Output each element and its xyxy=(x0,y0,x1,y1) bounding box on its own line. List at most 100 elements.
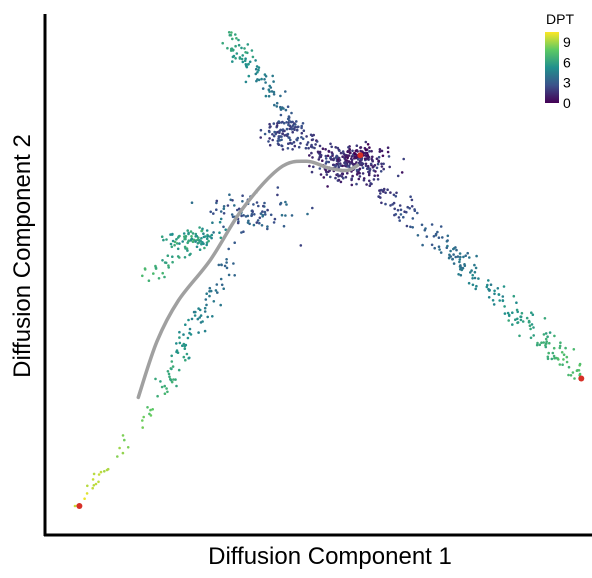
data-point xyxy=(361,166,365,169)
data-point xyxy=(306,141,310,144)
data-point xyxy=(211,315,214,318)
data-point xyxy=(205,237,209,240)
data-point xyxy=(165,387,168,390)
data-point xyxy=(562,358,565,361)
data-point xyxy=(255,221,259,224)
data-point xyxy=(334,146,338,149)
data-point xyxy=(350,158,354,162)
data-point xyxy=(291,130,295,134)
data-point xyxy=(192,310,196,314)
data-point xyxy=(157,277,161,280)
data-point xyxy=(201,227,204,231)
data-point xyxy=(425,235,429,238)
data-point xyxy=(259,136,263,139)
data-point xyxy=(364,148,368,151)
data-point xyxy=(182,333,185,336)
data-point xyxy=(198,241,201,244)
data-point xyxy=(313,146,316,150)
data-point xyxy=(205,241,209,244)
data-point xyxy=(142,415,145,419)
data-point xyxy=(396,208,400,212)
data-point xyxy=(175,384,178,388)
data-point xyxy=(258,216,262,220)
data-point xyxy=(227,247,230,251)
data-point xyxy=(163,384,166,388)
data-point xyxy=(413,209,417,212)
data-point xyxy=(470,269,473,272)
tip-point xyxy=(357,152,364,159)
data-point xyxy=(501,299,505,302)
data-point xyxy=(459,255,462,259)
data-point xyxy=(288,127,292,131)
data-point xyxy=(340,172,344,175)
data-point xyxy=(154,266,158,269)
data-point xyxy=(475,284,478,288)
data-point xyxy=(339,180,343,184)
data-point xyxy=(567,365,571,369)
data-point xyxy=(388,165,392,169)
data-point xyxy=(284,200,287,204)
data-point xyxy=(166,254,170,257)
data-point xyxy=(280,107,284,110)
data-point xyxy=(244,51,247,54)
data-point xyxy=(261,87,265,90)
data-point xyxy=(178,242,181,245)
data-point xyxy=(282,121,286,125)
data-point xyxy=(370,149,373,153)
data-point xyxy=(231,49,235,52)
data-point xyxy=(161,259,164,262)
data-point xyxy=(473,263,476,267)
data-point xyxy=(175,342,178,345)
data-point xyxy=(208,235,212,238)
data-point xyxy=(325,160,328,163)
data-point xyxy=(321,159,324,162)
colorbar-tick-label: 6 xyxy=(563,54,571,70)
data-point xyxy=(263,73,267,76)
data-point xyxy=(553,334,556,338)
data-point xyxy=(220,283,224,287)
data-point xyxy=(487,279,490,282)
data-point xyxy=(238,56,242,59)
data-point xyxy=(208,294,211,298)
data-point xyxy=(458,258,462,261)
data-point xyxy=(203,329,207,333)
data-point xyxy=(92,484,96,487)
data-point xyxy=(437,236,441,239)
data-point xyxy=(163,275,166,279)
data-point xyxy=(460,268,464,272)
data-point xyxy=(257,66,261,69)
data-point xyxy=(277,120,281,123)
data-point xyxy=(244,80,248,84)
data-point xyxy=(91,478,95,481)
data-point xyxy=(497,293,501,296)
data-point xyxy=(376,162,380,166)
data-point xyxy=(372,178,376,181)
data-point xyxy=(191,240,195,244)
data-point xyxy=(284,90,287,93)
data-point xyxy=(278,139,282,142)
data-point xyxy=(141,426,144,429)
data-point xyxy=(516,321,520,324)
data-point xyxy=(159,380,162,383)
data-point xyxy=(324,168,328,172)
y-axis-title: Diffusion Component 2 xyxy=(9,134,36,378)
data-point xyxy=(176,247,180,251)
data-point xyxy=(335,154,339,158)
data-point xyxy=(311,156,314,159)
data-point xyxy=(184,358,187,362)
data-point xyxy=(317,158,321,161)
data-point xyxy=(456,255,460,258)
data-point xyxy=(198,226,201,229)
data-point xyxy=(446,244,449,248)
data-point xyxy=(356,158,360,161)
data-point xyxy=(382,162,385,166)
data-point xyxy=(459,264,462,267)
data-point xyxy=(511,323,514,326)
data-point xyxy=(215,201,218,205)
data-point xyxy=(338,174,342,177)
data-point xyxy=(458,252,462,255)
data-point xyxy=(502,285,506,288)
data-point xyxy=(167,372,171,376)
data-point xyxy=(175,350,178,354)
